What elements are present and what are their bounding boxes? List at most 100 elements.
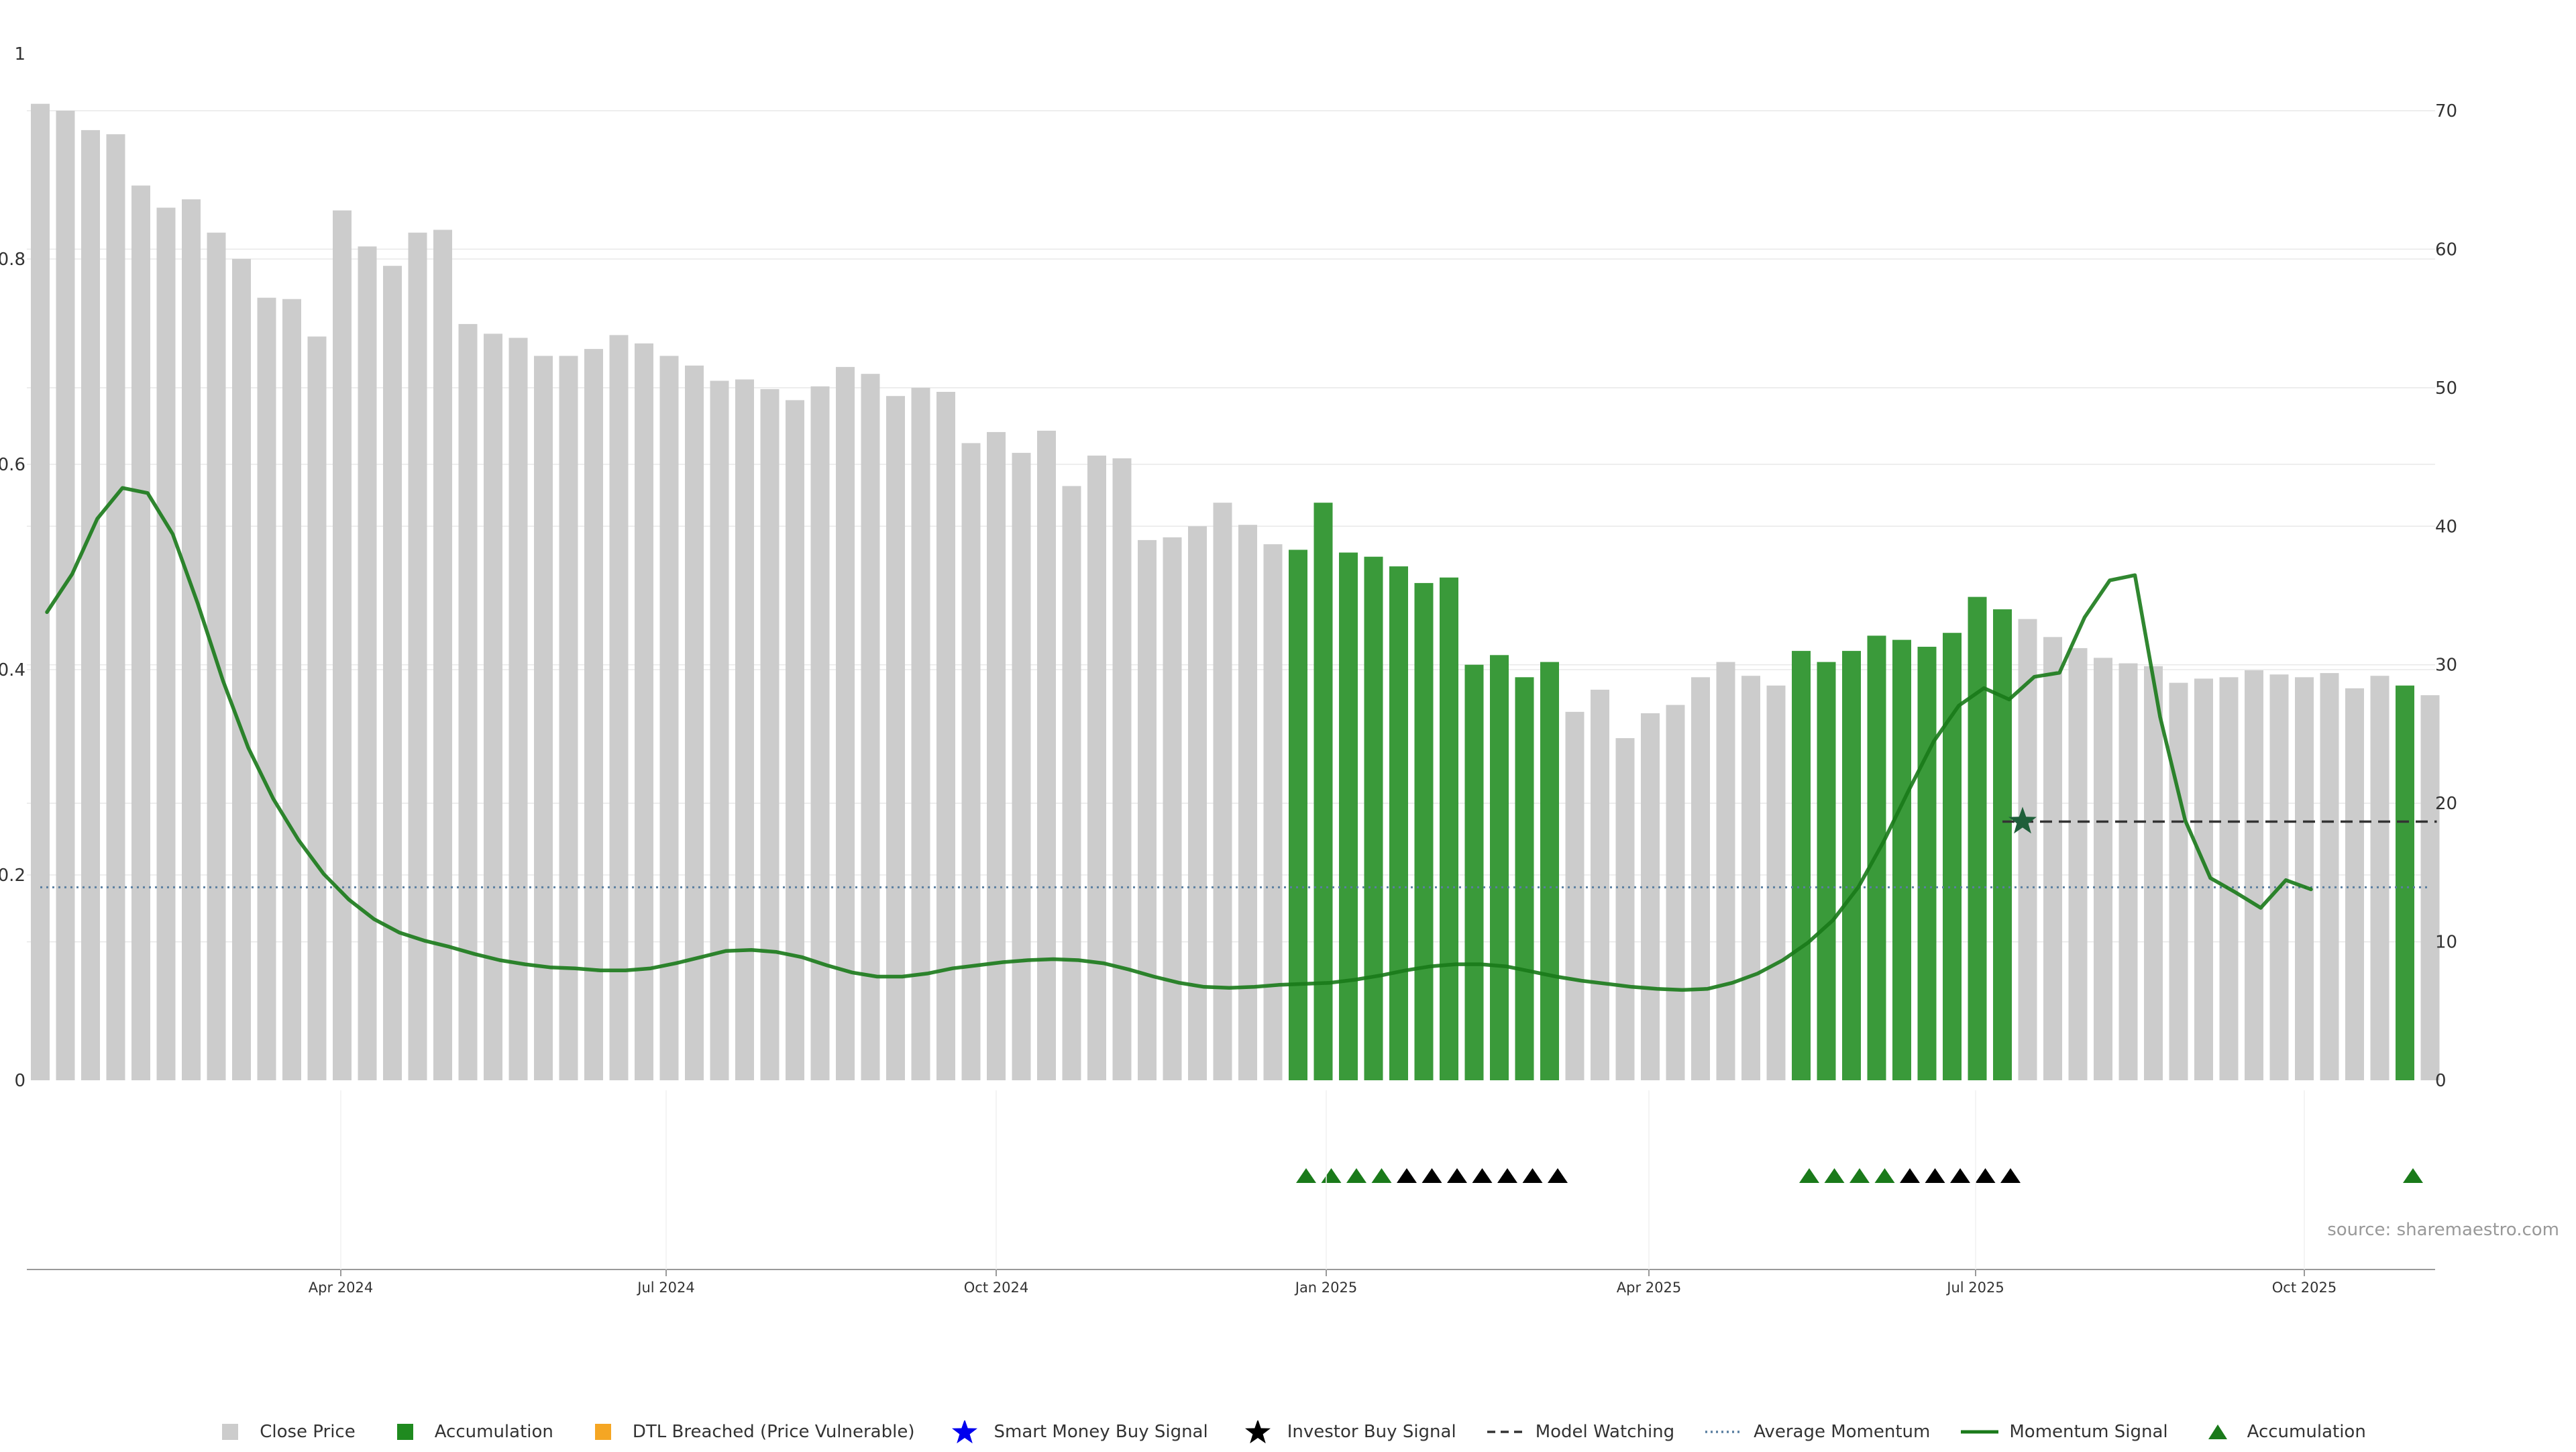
x-tick-label: Apr 2024 (309, 1280, 373, 1296)
right-tick-label: 0 (2435, 1071, 2447, 1091)
accumulation-bar (1440, 577, 1458, 1080)
accumulation-bar (2396, 685, 2414, 1080)
signal-triangle (1447, 1168, 1467, 1183)
price-bar (307, 336, 327, 1080)
price-bar (936, 392, 955, 1080)
price-bars (31, 103, 2440, 1081)
price-bar (156, 207, 176, 1080)
left-tick-label: 0.4 (0, 660, 25, 680)
signal-triangle (2000, 1168, 2021, 1183)
price-bar (458, 323, 478, 1080)
price-bar (911, 387, 930, 1080)
right-tick-label: 10 (2435, 933, 2457, 953)
price-bar (1615, 738, 1635, 1080)
left-tick-label: 0.2 (0, 866, 25, 886)
price-bar (2295, 677, 2314, 1080)
price-bar (257, 297, 276, 1081)
signal-triangle (1472, 1168, 1493, 1183)
price-bar (2245, 670, 2263, 1080)
legend-item-close: Close Price (210, 1420, 356, 1443)
price-bar (232, 258, 251, 1080)
price-bar (106, 134, 125, 1081)
price-bar (508, 338, 528, 1080)
accumulation-bar (1414, 582, 1434, 1080)
price-bar (1666, 705, 1685, 1080)
price-bar (2018, 619, 2037, 1080)
accumulation-bar (1339, 552, 1358, 1080)
solid-line-icon (1960, 1420, 2000, 1443)
legend-label: Model Watching (1535, 1422, 1675, 1442)
black-star-icon (1238, 1420, 1278, 1443)
signal-lines (40, 486, 2437, 992)
x-tick-label: Oct 2024 (964, 1280, 1028, 1296)
price-bar (961, 443, 981, 1080)
orange-square-icon (583, 1420, 623, 1443)
accumulation-triangle (1849, 1168, 1870, 1183)
price-bar (735, 379, 754, 1080)
x-tick-label: Jul 2024 (636, 1280, 694, 1296)
legend-label: Momentum Signal (2009, 1422, 2168, 1442)
price-bar (2219, 677, 2239, 1080)
accumulation-bar (1968, 597, 1987, 1080)
price-bar (861, 374, 880, 1081)
price-bar (2094, 658, 2112, 1080)
left-tick-label: 0.6 (0, 455, 25, 475)
accumulation-bar (1792, 651, 1811, 1080)
accumulation-bar (1389, 566, 1408, 1080)
price-bar (1238, 525, 1257, 1080)
signal-markers (1296, 807, 2423, 1183)
price-bar (534, 356, 553, 1080)
source-label: source: sharemaestro.com (2327, 1220, 2559, 1240)
legend-item-accumtri: Accumulation (2198, 1420, 2366, 1443)
investor-buy-star (2008, 807, 2037, 834)
price-bar (810, 386, 830, 1080)
signal-triangle (1950, 1168, 1970, 1183)
right-tick-label: 20 (2435, 794, 2457, 814)
accumulation-bar (1867, 635, 1886, 1080)
legend-item-investor: Investor Buy Signal (1238, 1420, 1456, 1443)
accumulation-triangle (1874, 1168, 1895, 1183)
accumulation-bar (1364, 556, 1383, 1080)
legend-label: Smart Money Buy Signal (994, 1422, 1208, 1442)
accumulation-bar (1842, 651, 1861, 1080)
left-tick-label: 0 (14, 1071, 25, 1091)
dashed-line-icon (1486, 1420, 1526, 1443)
price-bar (358, 246, 377, 1080)
right-tick-label: 40 (2435, 517, 2457, 537)
accumulation-triangle (1824, 1168, 1845, 1183)
price-bar (1213, 503, 1232, 1080)
gray-square-icon (210, 1420, 250, 1443)
legend: Close Price Accumulation DTL Breached (Pri… (0, 1412, 2576, 1452)
signal-triangle (1975, 1168, 1996, 1183)
price-bar (1163, 537, 1182, 1080)
price-bar (1565, 711, 1585, 1080)
accumulation-triangle (1346, 1168, 1366, 1183)
legend-label: Average Momentum (1754, 1422, 1931, 1442)
price-bar (182, 199, 201, 1081)
x-tick-label: Oct 2025 (2272, 1280, 2337, 1296)
price-bar (484, 333, 502, 1080)
legend-item-watch: Model Watching (1486, 1420, 1674, 1443)
signal-triangle (1421, 1168, 1442, 1183)
price-bar (987, 431, 1006, 1080)
legend-item-mom: Momentum Signal (1960, 1420, 2168, 1443)
legend-label: Accumulation (2247, 1422, 2366, 1442)
accumulation-bar (1490, 655, 1509, 1080)
price-bar (1691, 677, 1710, 1080)
momentum-signal-line (45, 486, 2313, 992)
price-bar (685, 365, 704, 1080)
price-bar (1112, 458, 1132, 1080)
price-bar (1062, 486, 1081, 1080)
price-bar (2420, 695, 2440, 1080)
price-bar (2345, 688, 2364, 1080)
price-bar (1037, 430, 1056, 1080)
price-bar (282, 299, 301, 1081)
price-bar (383, 266, 402, 1081)
price-bar (1766, 685, 1786, 1080)
dotted-line-icon (1704, 1420, 1744, 1443)
price-bar (1188, 526, 1207, 1080)
price-bar (2043, 637, 2062, 1080)
signal-triangle (1925, 1168, 1945, 1183)
price-bar (1263, 544, 1283, 1080)
